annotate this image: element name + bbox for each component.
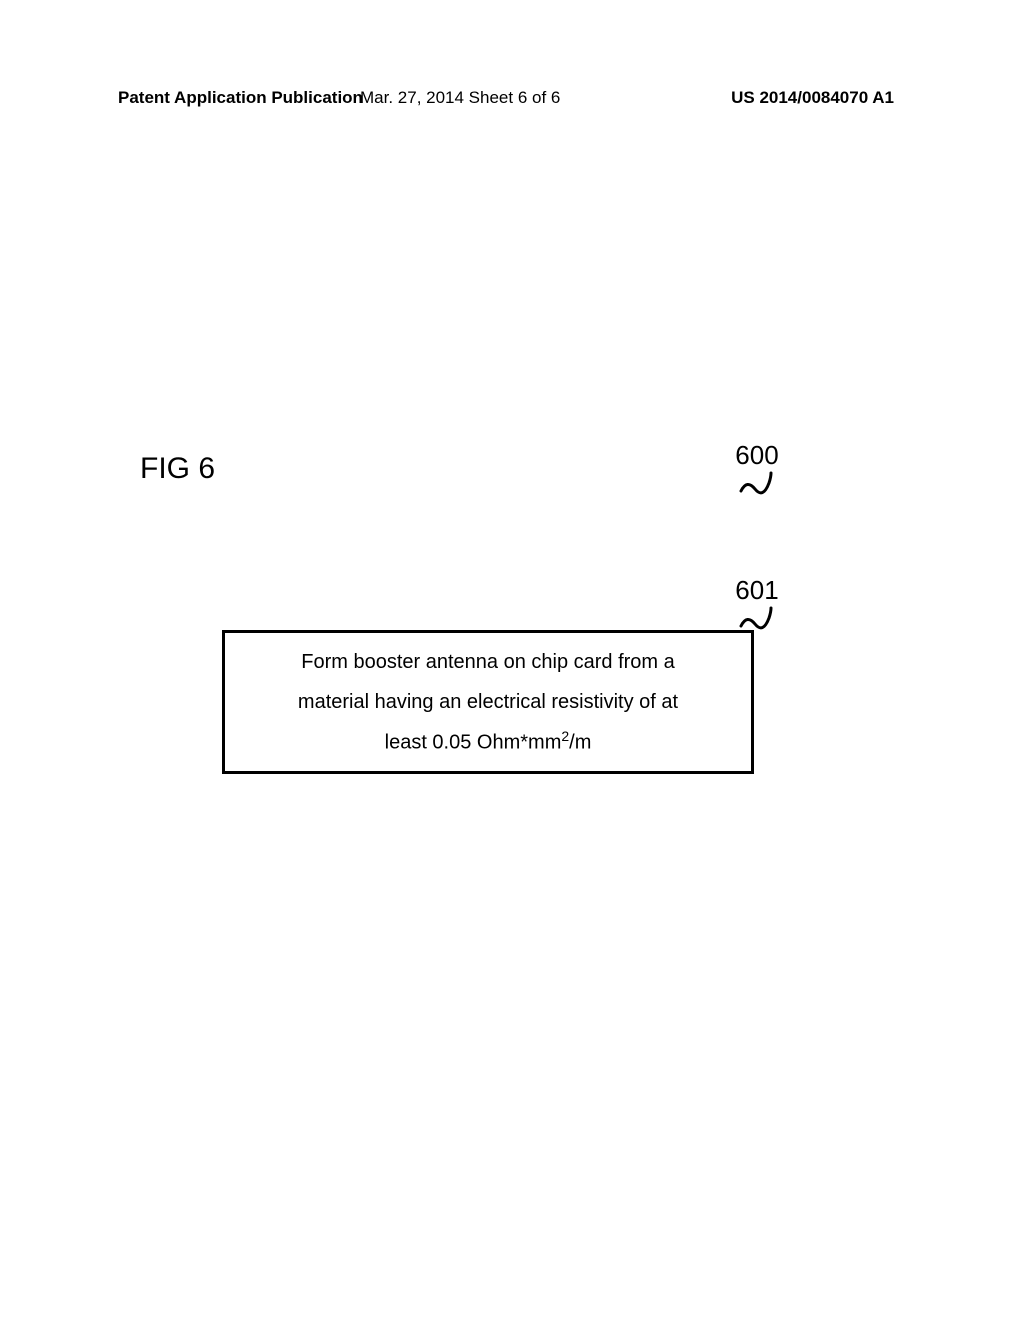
figure-label: FIG 6 <box>140 452 215 486</box>
reference-number: 600 <box>735 440 779 471</box>
box-text-line-1: Form booster antenna on chip card from a <box>301 642 675 682</box>
line3-prefix: least 0.05 Ohm*mm <box>385 731 562 753</box>
reference-numeral-600: 600 <box>735 440 779 497</box>
reference-number: 601 <box>735 575 779 606</box>
line3-superscript: 2 <box>561 728 569 744</box>
leader-squiggle-icon <box>735 471 779 497</box>
page-header: Patent Application Publication Mar. 27, … <box>0 88 1024 108</box>
box-text-line-2: material having an electrical resistivit… <box>298 682 678 722</box>
header-publication: Patent Application Publication <box>118 88 363 108</box>
line3-suffix: /m <box>569 731 591 753</box>
reference-numeral-601: 601 <box>735 575 779 632</box>
process-step-box: Form booster antenna on chip card from a… <box>222 630 754 774</box>
header-date-sheet: Mar. 27, 2014 Sheet 6 of 6 <box>360 88 560 108</box>
leader-squiggle-icon <box>735 606 779 632</box>
box-text-line-3: least 0.05 Ohm*mm2/m <box>385 722 592 763</box>
header-doc-number: US 2014/0084070 A1 <box>731 88 894 108</box>
